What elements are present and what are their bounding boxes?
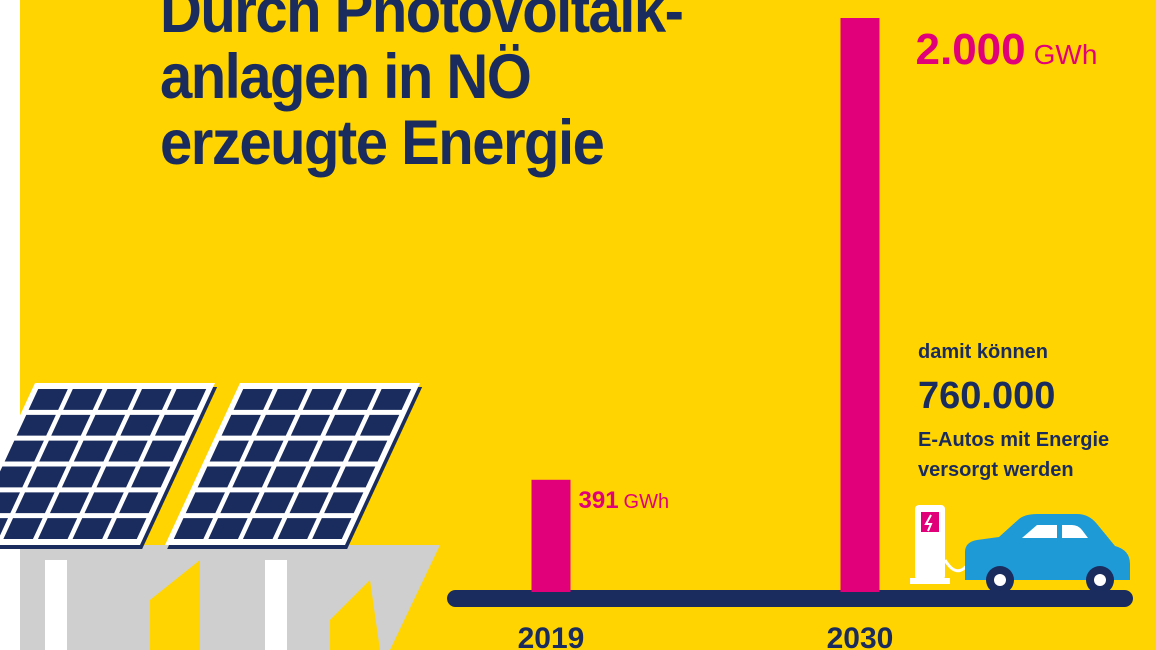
value-number: 2.000 bbox=[916, 25, 1026, 74]
title-line: Durch Photovoltaik- bbox=[160, 0, 682, 45]
annotation-line: versorgt werden bbox=[918, 459, 1074, 481]
panel-stands bbox=[20, 545, 440, 650]
value-unit: GWh bbox=[624, 491, 670, 513]
infographic: Durch Photovoltaik-anlagen in NÖerzeugte… bbox=[0, 0, 1156, 650]
bar bbox=[532, 480, 571, 592]
x-tick-label: 2019 bbox=[518, 622, 585, 650]
annotation-line: 760.000 bbox=[918, 375, 1055, 417]
annotation-line: damit können bbox=[918, 341, 1048, 363]
bar bbox=[841, 18, 880, 592]
baseline bbox=[447, 590, 1133, 607]
title-line: erzeugte Energie bbox=[160, 107, 603, 178]
title-line: anlagen in NÖ bbox=[160, 41, 530, 112]
value-unit: GWh bbox=[1034, 39, 1098, 70]
annotation-line: E-Autos mit Energie bbox=[918, 429, 1109, 451]
value-number: 391 bbox=[579, 487, 619, 514]
x-tick-label: 2030 bbox=[827, 622, 894, 650]
